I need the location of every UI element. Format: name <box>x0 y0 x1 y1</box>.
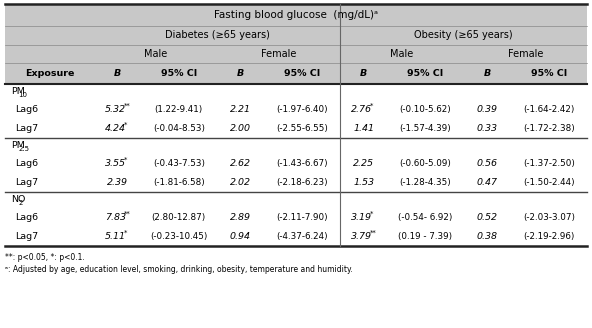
Text: 2.00: 2.00 <box>230 124 251 133</box>
Text: (-0.54- 6.92): (-0.54- 6.92) <box>398 213 453 222</box>
Text: 2.21: 2.21 <box>230 105 251 114</box>
Text: 3.55: 3.55 <box>105 159 126 168</box>
Text: 3.79: 3.79 <box>351 232 372 241</box>
Text: (-2.19-2.96): (-2.19-2.96) <box>523 232 574 241</box>
Bar <box>5 119 587 138</box>
Bar <box>5 63 587 84</box>
Text: 5.11: 5.11 <box>105 232 126 241</box>
Text: Lag7: Lag7 <box>15 178 38 187</box>
Bar <box>5 192 587 208</box>
Text: 2.89: 2.89 <box>230 213 251 222</box>
Text: **: ** <box>124 102 130 109</box>
Text: Male: Male <box>144 49 167 59</box>
Text: Lag7: Lag7 <box>15 124 38 133</box>
Text: 10: 10 <box>18 92 28 98</box>
Text: Diabetes (≥65 years): Diabetes (≥65 years) <box>165 31 269 40</box>
Text: Male: Male <box>390 49 414 59</box>
Text: Exposure: Exposure <box>25 69 74 78</box>
Text: (-1.57-4.39): (-1.57-4.39) <box>400 124 451 133</box>
Text: **: p<0.05, *: p<0.1.: **: p<0.05, *: p<0.1. <box>5 253 85 261</box>
Bar <box>5 100 587 119</box>
Text: PM: PM <box>11 88 25 96</box>
Text: 0.94: 0.94 <box>230 232 251 241</box>
Text: (-1.43-6.67): (-1.43-6.67) <box>276 159 328 168</box>
Text: (-1.81-6.58): (-1.81-6.58) <box>153 178 205 187</box>
Text: Obesity (≥65 years): Obesity (≥65 years) <box>414 31 513 40</box>
Text: (-1.50-2.44): (-1.50-2.44) <box>523 178 575 187</box>
Text: (-1.64-2.42): (-1.64-2.42) <box>523 105 574 114</box>
Text: (-0.23-10.45): (-0.23-10.45) <box>150 232 208 241</box>
Text: 2.5: 2.5 <box>18 146 30 152</box>
Text: 0.39: 0.39 <box>477 105 498 114</box>
Text: (-0.60-5.09): (-0.60-5.09) <box>400 159 452 168</box>
Text: 3.19: 3.19 <box>351 213 372 222</box>
Text: (-1.72-2.38): (-1.72-2.38) <box>523 124 575 133</box>
Text: Fasting blood glucose  (mg/dL)ᵃ: Fasting blood glucose (mg/dL)ᵃ <box>214 10 378 20</box>
Text: (2.80-12.87): (2.80-12.87) <box>152 213 206 222</box>
Text: B: B <box>237 69 244 78</box>
Text: **: ** <box>124 211 130 216</box>
Text: 5.32: 5.32 <box>105 105 126 114</box>
Text: 2.25: 2.25 <box>353 159 374 168</box>
Text: *: * <box>124 121 127 128</box>
Text: B: B <box>484 69 491 78</box>
Text: *: * <box>124 156 127 162</box>
Text: (-4.37-6.24): (-4.37-6.24) <box>276 232 328 241</box>
Bar <box>5 154 587 173</box>
Text: *: * <box>124 230 127 236</box>
Text: (0.19 - 7.39): (0.19 - 7.39) <box>398 232 452 241</box>
Text: (-2.03-3.07): (-2.03-3.07) <box>523 213 575 222</box>
Text: 2: 2 <box>18 200 23 206</box>
Text: (-2.11-7.90): (-2.11-7.90) <box>276 213 328 222</box>
Text: (-0.04-8.53): (-0.04-8.53) <box>153 124 205 133</box>
Text: B: B <box>114 69 121 78</box>
Text: (1.22-9.41): (1.22-9.41) <box>155 105 203 114</box>
Text: Lag6: Lag6 <box>15 213 38 222</box>
Text: PM: PM <box>11 141 25 151</box>
Text: 2.39: 2.39 <box>107 178 128 187</box>
Text: **: ** <box>370 230 377 236</box>
Text: 95% CI: 95% CI <box>161 69 197 78</box>
Text: 0.52: 0.52 <box>477 213 498 222</box>
Text: 2.76: 2.76 <box>351 105 372 114</box>
Text: Lag6: Lag6 <box>15 159 38 168</box>
Text: Lag7: Lag7 <box>15 232 38 241</box>
Text: Lag6: Lag6 <box>15 105 38 114</box>
Text: 2.02: 2.02 <box>230 178 251 187</box>
Text: ᵃ: Adjusted by age, education level, smoking, drinking, obesity, temperature and: ᵃ: Adjusted by age, education level, smo… <box>5 264 353 274</box>
Bar <box>5 45 587 63</box>
Text: 95% CI: 95% CI <box>284 69 320 78</box>
Text: (-1.97-6.40): (-1.97-6.40) <box>276 105 328 114</box>
Text: (-1.37-2.50): (-1.37-2.50) <box>523 159 575 168</box>
Text: (-1.28-4.35): (-1.28-4.35) <box>400 178 451 187</box>
Text: 0.47: 0.47 <box>477 178 498 187</box>
Text: (-0.10-5.62): (-0.10-5.62) <box>400 105 451 114</box>
Bar <box>5 227 587 246</box>
Bar <box>5 26 587 45</box>
Text: 0.56: 0.56 <box>477 159 498 168</box>
Text: (-0.43-7.53): (-0.43-7.53) <box>153 159 205 168</box>
Text: NO: NO <box>11 195 25 204</box>
Text: B: B <box>360 69 368 78</box>
Text: 0.38: 0.38 <box>477 232 498 241</box>
Bar <box>5 84 587 100</box>
Text: (-2.55-6.55): (-2.55-6.55) <box>276 124 328 133</box>
Text: (-2.18-6.23): (-2.18-6.23) <box>276 178 328 187</box>
Bar <box>5 138 587 154</box>
Bar <box>5 4 587 26</box>
Bar <box>5 208 587 227</box>
Bar <box>5 173 587 192</box>
Text: 1.41: 1.41 <box>353 124 374 133</box>
Text: 1.53: 1.53 <box>353 178 374 187</box>
Text: 7.83: 7.83 <box>105 213 126 222</box>
Text: *: * <box>370 102 374 109</box>
Text: *: * <box>370 211 374 216</box>
Text: 2.62: 2.62 <box>230 159 251 168</box>
Text: Female: Female <box>261 49 297 59</box>
Text: 95% CI: 95% CI <box>530 69 567 78</box>
Text: Female: Female <box>508 49 543 59</box>
Text: 0.33: 0.33 <box>477 124 498 133</box>
Text: 95% CI: 95% CI <box>407 69 443 78</box>
Text: 4.24: 4.24 <box>105 124 126 133</box>
